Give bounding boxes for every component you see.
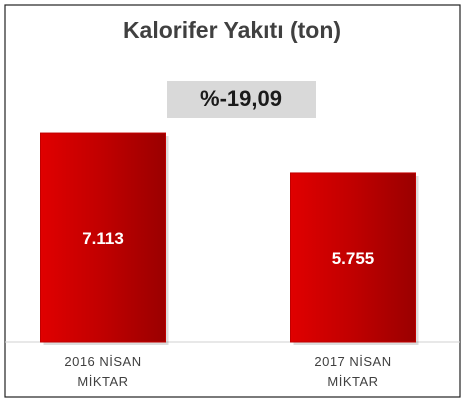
value-label: 7.113 (82, 229, 124, 248)
value-label: 5.755 (332, 249, 375, 268)
bar (290, 172, 416, 343)
bar (40, 132, 166, 343)
x-tick-label: 2017 NİSAN MİKTAR (314, 354, 392, 389)
x-tick-label: 2016 NİSAN MİKTAR (64, 354, 142, 389)
annotation-box (167, 81, 316, 118)
annotation: %-19,09 (200, 86, 282, 111)
chart-title: Kalorifer Yakıtı (ton) (123, 17, 341, 43)
